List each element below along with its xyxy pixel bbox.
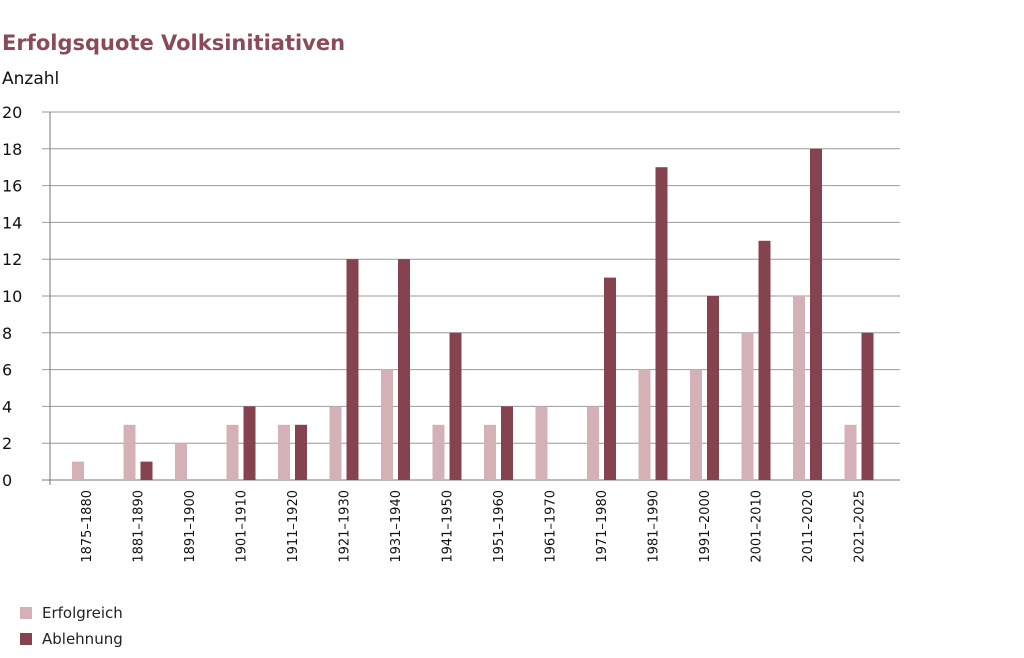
bar-ablehnung: [346, 259, 359, 480]
bar-ablehnung: [449, 332, 462, 480]
bar-erfolgreich: [329, 406, 342, 480]
chart-title: Erfolgsquote Volksinitiativen: [2, 31, 346, 55]
y-tick-label: 12: [2, 250, 22, 269]
x-tick-label: 1901–1910: [235, 490, 250, 563]
x-tick-label: 1951–1960: [492, 490, 507, 563]
y-tick-label: 2: [2, 434, 12, 453]
y-tick-label: 10: [2, 287, 22, 306]
legend-label: Erfolgreich: [42, 604, 123, 622]
x-tick-label: 1931–1940: [389, 490, 404, 563]
y-tick-label: 6: [2, 361, 12, 380]
bar-ablehnung: [501, 406, 513, 480]
bar-erfolgreich: [226, 424, 239, 480]
x-tick-label: 1921–1930: [338, 490, 353, 563]
bar-erfolgreich: [123, 424, 136, 480]
legend-item-erfolgreich: Erfolgreich: [20, 604, 123, 622]
bar-ablehnung: [243, 406, 256, 480]
bar-ablehnung: [398, 259, 410, 480]
bar-ablehnung: [810, 148, 822, 481]
x-tick-label: 2021–2025: [853, 490, 868, 563]
legend-label: Ablehnung: [42, 630, 123, 648]
y-axis-label: Anzahl: [2, 69, 60, 89]
y-tick-label: 14: [2, 213, 22, 232]
y-tick-label: 20: [2, 103, 22, 122]
bar-erfolgreich: [587, 406, 599, 480]
bar-erfolgreich: [793, 296, 805, 480]
bar-ablehnung: [604, 277, 616, 480]
bar-erfolgreich: [175, 443, 187, 480]
x-tick-label: 1961–1970: [544, 490, 559, 563]
bar-erfolgreich: [690, 369, 702, 480]
x-tick-label: 1981–1990: [647, 490, 662, 563]
bar-ablehnung: [140, 461, 153, 480]
bar-erfolgreich: [381, 369, 393, 480]
legend-swatch-erfolgreich: [20, 607, 32, 619]
bar-erfolgreich: [278, 424, 290, 480]
x-tick-label: 1991–2000: [698, 490, 713, 563]
bar-ablehnung: [655, 167, 668, 480]
bar-ablehnung: [861, 332, 874, 480]
x-tick-label: 1971–1980: [595, 490, 610, 563]
x-tick-label: 2001–2010: [750, 490, 765, 563]
y-tick-label: 18: [2, 140, 22, 159]
legend-swatch-ablehnung: [20, 633, 32, 645]
bar-erfolgreich: [484, 424, 496, 480]
y-tick-label: 4: [2, 397, 12, 416]
bar-erfolgreich: [535, 406, 548, 480]
bar-ablehnung: [758, 240, 771, 480]
bar-erfolgreich: [844, 424, 857, 480]
y-tick-label: 8: [2, 324, 12, 343]
y-tick-label: 16: [2, 177, 22, 196]
x-tick-label: 1875–1880: [80, 490, 95, 563]
bar-erfolgreich: [72, 461, 84, 480]
legend-item-ablehnung: Ablehnung: [20, 630, 123, 648]
x-tick-label: 1881–1890: [132, 490, 147, 563]
bar-erfolgreich: [638, 369, 651, 480]
bar-erfolgreich: [432, 424, 445, 480]
x-tick-label: 1911–1920: [286, 490, 301, 563]
x-tick-label: 1941–1950: [441, 490, 456, 563]
x-tick-label: 2011–2020: [801, 490, 816, 563]
y-tick-label: 0: [2, 471, 12, 490]
bar-ablehnung: [707, 296, 719, 480]
bar-ablehnung: [295, 424, 307, 480]
bar-erfolgreich: [741, 332, 754, 480]
x-tick-label: 1891–1900: [183, 490, 198, 563]
